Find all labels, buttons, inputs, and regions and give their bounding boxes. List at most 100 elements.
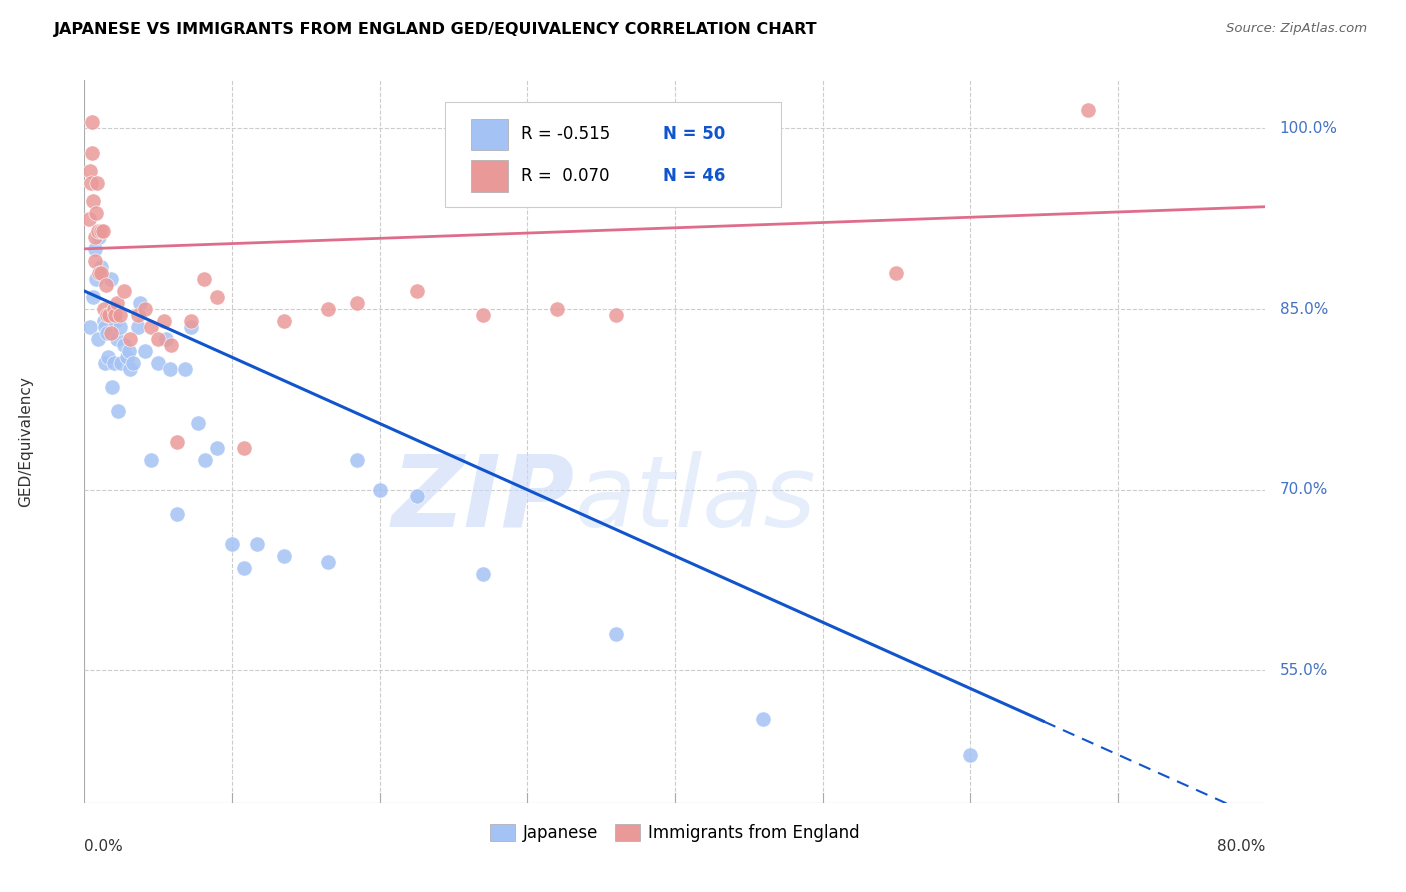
Text: atlas: atlas bbox=[575, 450, 815, 548]
Point bbox=[232, 441, 254, 455]
Point bbox=[120, 332, 142, 346]
Point bbox=[316, 555, 339, 569]
Point bbox=[100, 272, 122, 286]
Point bbox=[93, 301, 115, 317]
Point bbox=[134, 301, 156, 317]
Text: GED/Equivalency: GED/Equivalency bbox=[18, 376, 32, 507]
Point bbox=[104, 314, 127, 328]
Point bbox=[80, 176, 103, 190]
Point bbox=[148, 332, 170, 346]
Point bbox=[110, 356, 132, 370]
Text: 80.0%: 80.0% bbox=[1218, 838, 1265, 854]
Point bbox=[886, 266, 908, 280]
Point bbox=[108, 320, 131, 334]
Point bbox=[180, 320, 202, 334]
FancyBboxPatch shape bbox=[471, 161, 509, 192]
Point bbox=[122, 356, 145, 370]
Point bbox=[112, 284, 135, 298]
Point bbox=[87, 230, 111, 244]
Point bbox=[207, 290, 229, 304]
Point bbox=[153, 314, 176, 328]
Point bbox=[96, 326, 118, 341]
Point bbox=[134, 344, 156, 359]
Text: 55.0%: 55.0% bbox=[1279, 663, 1327, 678]
Point bbox=[103, 356, 125, 370]
Point bbox=[160, 338, 183, 352]
Point bbox=[221, 537, 243, 551]
Point bbox=[97, 308, 120, 322]
Point bbox=[193, 272, 215, 286]
Point bbox=[84, 254, 107, 268]
Point bbox=[83, 230, 105, 244]
Text: Source: ZipAtlas.com: Source: ZipAtlas.com bbox=[1226, 22, 1367, 36]
Point bbox=[84, 272, 107, 286]
Point bbox=[118, 344, 141, 359]
Text: JAPANESE VS IMMIGRANTS FROM ENGLAND GED/EQUIVALENCY CORRELATION CHART: JAPANESE VS IMMIGRANTS FROM ENGLAND GED/… bbox=[53, 22, 817, 37]
Point bbox=[90, 224, 112, 238]
Point bbox=[86, 176, 108, 190]
Point bbox=[187, 417, 209, 431]
FancyBboxPatch shape bbox=[471, 119, 509, 151]
Point bbox=[368, 483, 391, 497]
Point bbox=[87, 266, 111, 280]
Point bbox=[82, 115, 104, 129]
Point bbox=[207, 441, 229, 455]
Point bbox=[166, 507, 188, 521]
Point bbox=[77, 211, 100, 226]
Point bbox=[346, 452, 368, 467]
Point bbox=[96, 308, 118, 322]
Point bbox=[94, 356, 117, 370]
Point bbox=[83, 242, 105, 256]
Point bbox=[86, 224, 108, 238]
Point bbox=[107, 404, 129, 418]
Point bbox=[752, 712, 775, 726]
Point bbox=[605, 627, 627, 641]
Point bbox=[105, 332, 128, 346]
Point bbox=[105, 296, 128, 310]
Point bbox=[405, 284, 427, 298]
Text: 100.0%: 100.0% bbox=[1279, 121, 1337, 136]
Point bbox=[112, 338, 135, 352]
Text: ZIP: ZIP bbox=[391, 450, 575, 548]
Point bbox=[82, 290, 104, 304]
Point bbox=[166, 434, 188, 449]
Point bbox=[194, 452, 217, 467]
Point bbox=[155, 332, 177, 346]
Text: 85.0%: 85.0% bbox=[1279, 301, 1327, 317]
Text: R =  0.070: R = 0.070 bbox=[522, 167, 610, 185]
Point bbox=[127, 308, 149, 322]
Text: N = 50: N = 50 bbox=[664, 126, 725, 144]
Point bbox=[120, 362, 142, 376]
Point bbox=[472, 567, 495, 582]
Point bbox=[346, 296, 368, 310]
Text: 70.0%: 70.0% bbox=[1279, 483, 1327, 497]
Point bbox=[115, 350, 138, 364]
Point bbox=[101, 380, 124, 394]
Text: R = -0.515: R = -0.515 bbox=[522, 126, 610, 144]
Point bbox=[90, 266, 112, 280]
Point bbox=[139, 452, 162, 467]
Point bbox=[273, 549, 295, 563]
Point bbox=[159, 362, 181, 376]
Point bbox=[273, 314, 295, 328]
Point bbox=[94, 277, 117, 292]
Legend: Japanese, Immigrants from England: Japanese, Immigrants from England bbox=[484, 817, 866, 848]
Point bbox=[79, 320, 101, 334]
Point bbox=[93, 314, 115, 328]
Point bbox=[129, 296, 152, 310]
Point bbox=[148, 356, 170, 370]
Point bbox=[94, 320, 117, 334]
Point bbox=[472, 308, 495, 322]
Point bbox=[546, 301, 568, 317]
Point bbox=[180, 314, 202, 328]
Point bbox=[103, 301, 125, 317]
Point bbox=[86, 332, 108, 346]
Point bbox=[127, 320, 149, 334]
Text: N = 46: N = 46 bbox=[664, 167, 725, 185]
Point bbox=[97, 350, 120, 364]
Point bbox=[100, 326, 122, 341]
Text: 0.0%: 0.0% bbox=[84, 838, 124, 854]
Point bbox=[959, 747, 981, 762]
Point bbox=[84, 205, 107, 219]
Point bbox=[405, 489, 427, 503]
